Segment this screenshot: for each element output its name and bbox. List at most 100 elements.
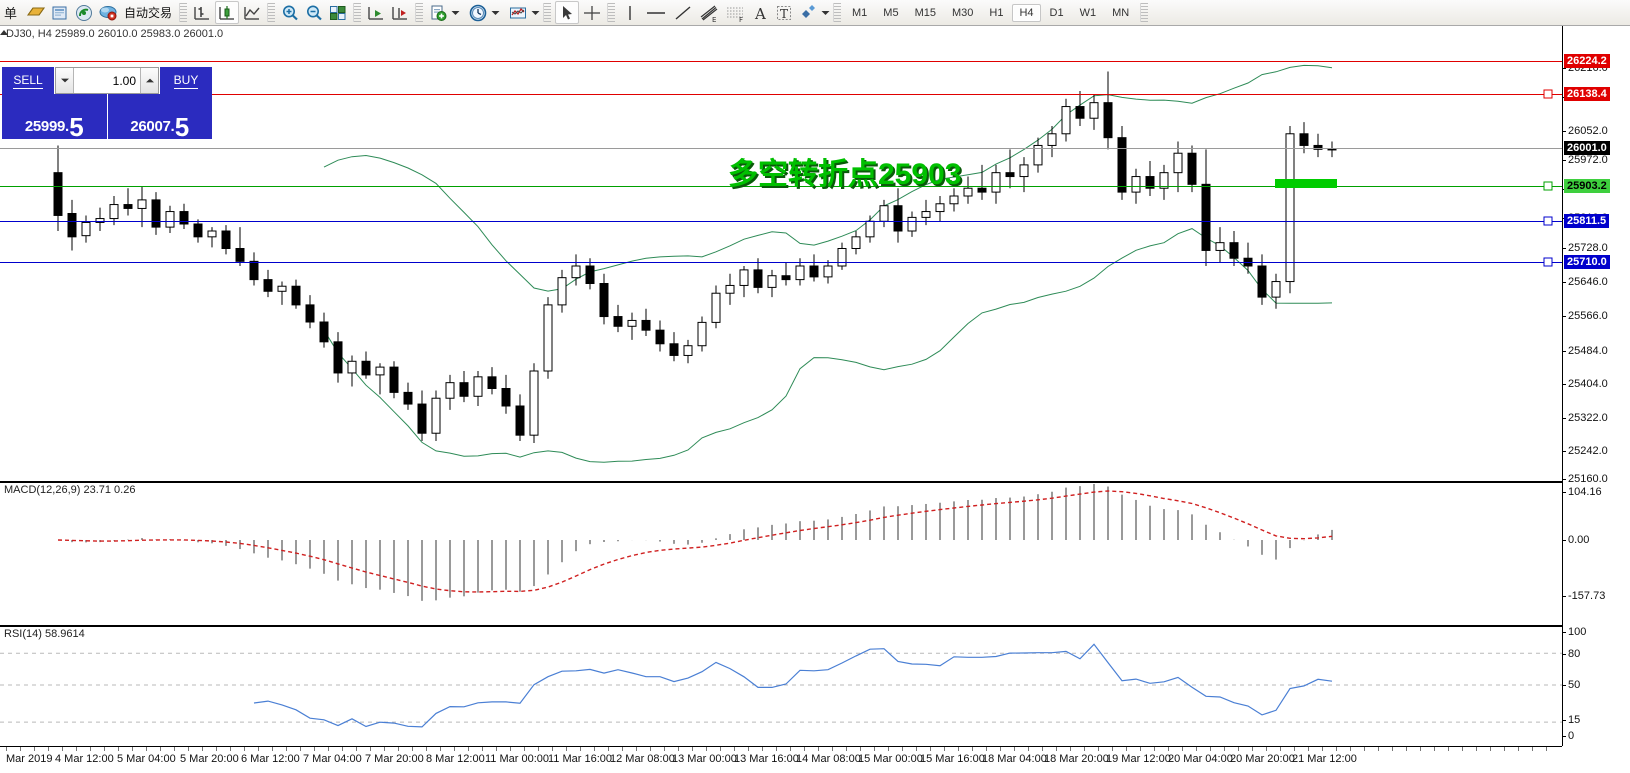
news-icon[interactable] xyxy=(49,2,71,23)
text-label-icon[interactable]: T xyxy=(773,2,795,23)
price-line-handle[interactable] xyxy=(1543,216,1553,226)
time-axis-tick xyxy=(258,747,259,751)
volume-increment-button[interactable] xyxy=(140,68,158,93)
time-axis-tick xyxy=(1546,747,1547,751)
time-axis-tick xyxy=(1084,747,1085,751)
volume-input[interactable]: 1.00 xyxy=(55,67,159,94)
zoom-in-icon[interactable] xyxy=(279,2,301,23)
timeframe-w1[interactable]: W1 xyxy=(1079,6,1097,19)
time-axis-tick xyxy=(1070,747,1071,751)
chart-canvas[interactable]: DJ30, H4 25989.0 26010.0 25983.0 26001.0… xyxy=(0,26,1630,773)
horizontal-line-icon[interactable] xyxy=(643,2,669,23)
orders-icon[interactable]: 单 xyxy=(1,2,23,23)
volume-value[interactable]: 1.00 xyxy=(112,73,136,88)
sell-price-integer: 25999 xyxy=(24,118,66,135)
timeframe-h1[interactable]: H1 xyxy=(989,6,1004,19)
timeframe-m1[interactable]: M1 xyxy=(852,6,868,19)
timeframe-mn[interactable]: MN xyxy=(1112,6,1130,19)
time-axis-tick xyxy=(902,747,903,751)
rsi-indicator-label: RSI(14) 58.9614 xyxy=(4,628,85,640)
symbol-header: DJ30, H4 25989.0 26010.0 25983.0 26001.0 xyxy=(6,28,224,40)
price-badge[interactable]: 26224.2 xyxy=(1564,54,1610,68)
price-line-pivot[interactable] xyxy=(0,186,1562,187)
price-badge[interactable]: 26001.0 xyxy=(1564,141,1610,155)
price-line-resistance-1[interactable] xyxy=(0,61,1562,62)
one-click-trading-panel[interactable]: SELL 1.00 BUY 25999 . xyxy=(2,67,212,140)
price-tick-label: 25322.0 xyxy=(1562,412,1608,424)
buy-button[interactable]: BUY xyxy=(160,67,212,94)
new-order-icon[interactable] xyxy=(427,2,449,23)
zoom-out-icon[interactable] xyxy=(303,2,325,23)
period-icon[interactable] xyxy=(467,2,489,23)
price-badge[interactable]: 25903.2 xyxy=(1564,179,1610,193)
time-axis-tick xyxy=(370,747,371,751)
chart-annotation[interactable]: 多空转折点25903 xyxy=(728,158,962,191)
text-icon[interactable]: A xyxy=(749,2,771,23)
folder-icon[interactable] xyxy=(25,2,47,23)
time-axis-tick xyxy=(552,747,553,751)
signals-icon[interactable] xyxy=(73,2,95,23)
price-badge[interactable]: 25710.0 xyxy=(1564,255,1610,269)
price-line-handle[interactable] xyxy=(1543,89,1553,99)
macd-scale-label: 0.00 xyxy=(1562,534,1589,546)
price-line-resistance-2[interactable] xyxy=(0,94,1562,95)
time-axis-label: 20 Mar 04:00 xyxy=(1168,753,1233,765)
timeframe-h4[interactable]: H4 xyxy=(1012,3,1041,22)
time-axis-tick xyxy=(132,747,133,751)
sell-price-display[interactable]: 25999 . 5 xyxy=(2,94,107,140)
price-badge[interactable]: 25811.5 xyxy=(1564,214,1610,228)
time-axis-tick xyxy=(398,747,399,751)
timeframe-d1[interactable]: D1 xyxy=(1049,6,1064,19)
pivot-highlight-bar[interactable] xyxy=(1275,179,1337,188)
candlestick-chart-icon[interactable] xyxy=(215,1,240,24)
time-axis-tick xyxy=(916,747,917,751)
time-axis-tick xyxy=(832,747,833,751)
chevron-down-icon[interactable] xyxy=(530,4,540,22)
equidistant-channel-icon[interactable]: E xyxy=(697,2,721,23)
time-axis-tick xyxy=(90,747,91,751)
time-axis-tick xyxy=(314,747,315,751)
sell-button[interactable]: SELL xyxy=(2,67,54,94)
chart-shift-icon[interactable] xyxy=(365,2,387,23)
time-axis-tick xyxy=(1182,747,1183,751)
chevron-down-icon[interactable] xyxy=(450,4,460,22)
fibonacci-icon[interactable]: F xyxy=(723,2,747,23)
chevron-up-icon xyxy=(145,78,154,83)
volume-dropdown-button[interactable] xyxy=(56,68,74,93)
timeframe-m15[interactable]: M15 xyxy=(914,6,936,19)
time-axis-tick xyxy=(1434,747,1435,751)
time-axis-tick xyxy=(804,747,805,751)
bar-chart-icon[interactable] xyxy=(191,2,213,23)
time-axis-tick xyxy=(1392,747,1393,751)
indicators-icon[interactable] xyxy=(507,2,529,23)
price-line-handle[interactable] xyxy=(1543,257,1553,267)
price-badge[interactable]: 26138.4 xyxy=(1564,87,1610,101)
price-line-handle[interactable] xyxy=(1543,181,1553,191)
chevron-down-icon[interactable] xyxy=(490,4,500,22)
buy-price-display[interactable]: 26007 . 5 xyxy=(106,94,212,140)
collapse-triangle-icon[interactable] xyxy=(0,30,8,35)
trendline-icon[interactable] xyxy=(671,2,695,23)
time-axis: Mar 2019 4 Mar 12:00 5 Mar 04:00 5 Mar 20:0… xyxy=(0,746,1562,773)
line-chart-icon[interactable] xyxy=(241,2,263,23)
time-axis-tick xyxy=(1126,747,1127,751)
price-line-support-1[interactable] xyxy=(0,221,1562,222)
shapes-icon[interactable] xyxy=(797,2,819,23)
time-axis-tick xyxy=(1518,747,1519,751)
cursor-icon[interactable] xyxy=(555,1,580,24)
auto-scroll-icon[interactable] xyxy=(389,2,411,23)
price-line-support-2[interactable] xyxy=(0,262,1562,263)
vertical-line-icon[interactable] xyxy=(619,2,641,23)
time-axis-tick xyxy=(1154,747,1155,751)
tile-windows-icon[interactable] xyxy=(327,2,349,23)
market-icon[interactable] xyxy=(97,2,119,23)
timeframe-m5[interactable]: M5 xyxy=(883,6,899,19)
main-toolbar: 单 xyxy=(0,0,1630,26)
chevron-down-icon[interactable] xyxy=(820,4,830,22)
time-axis-tick xyxy=(930,747,931,751)
auto-trading-label[interactable]: 自动交易 xyxy=(124,6,173,20)
timeframe-m30[interactable]: M30 xyxy=(951,6,974,19)
time-axis-tick xyxy=(580,747,581,751)
time-axis-label: 4 Mar 12:00 xyxy=(55,753,114,765)
crosshair-icon[interactable] xyxy=(581,2,603,23)
